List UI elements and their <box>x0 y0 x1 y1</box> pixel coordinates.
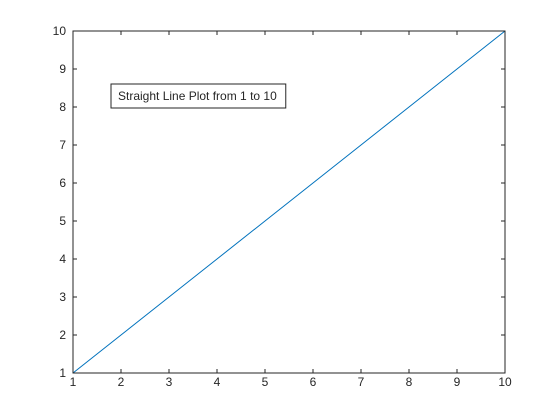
y-tick-label: 6 <box>59 176 66 190</box>
x-tick-label: 4 <box>214 375 221 389</box>
x-tick-label: 8 <box>406 375 413 389</box>
axes-box <box>72 30 506 374</box>
series-line <box>72 30 506 374</box>
y-tick-label: 2 <box>59 328 66 342</box>
x-tick-label: 10 <box>498 375 512 389</box>
y-tick-label: 8 <box>59 100 66 114</box>
y-tick-label: 1 <box>59 366 66 380</box>
annotation-text: Straight Line Plot from 1 to 10 <box>118 89 277 103</box>
x-tick-label: 5 <box>262 375 269 389</box>
x-tick-label: 7 <box>358 375 365 389</box>
y-tick-label: 3 <box>59 290 66 304</box>
annotation-box <box>110 83 287 109</box>
y-tick-label: 7 <box>59 138 66 152</box>
x-tick-label: 3 <box>166 375 173 389</box>
y-tick-label: 5 <box>59 214 66 228</box>
y-tick-label: 10 <box>53 24 67 38</box>
y-tick-label: 4 <box>59 252 66 266</box>
x-tick-label: 9 <box>454 375 461 389</box>
annotation: Straight Line Plot from 1 to 10 <box>110 83 287 109</box>
y-tick-label: 9 <box>59 62 66 76</box>
x-tick-label: 2 <box>118 375 125 389</box>
x-tick-label: 6 <box>310 375 317 389</box>
x-tick-label: 1 <box>70 375 77 389</box>
